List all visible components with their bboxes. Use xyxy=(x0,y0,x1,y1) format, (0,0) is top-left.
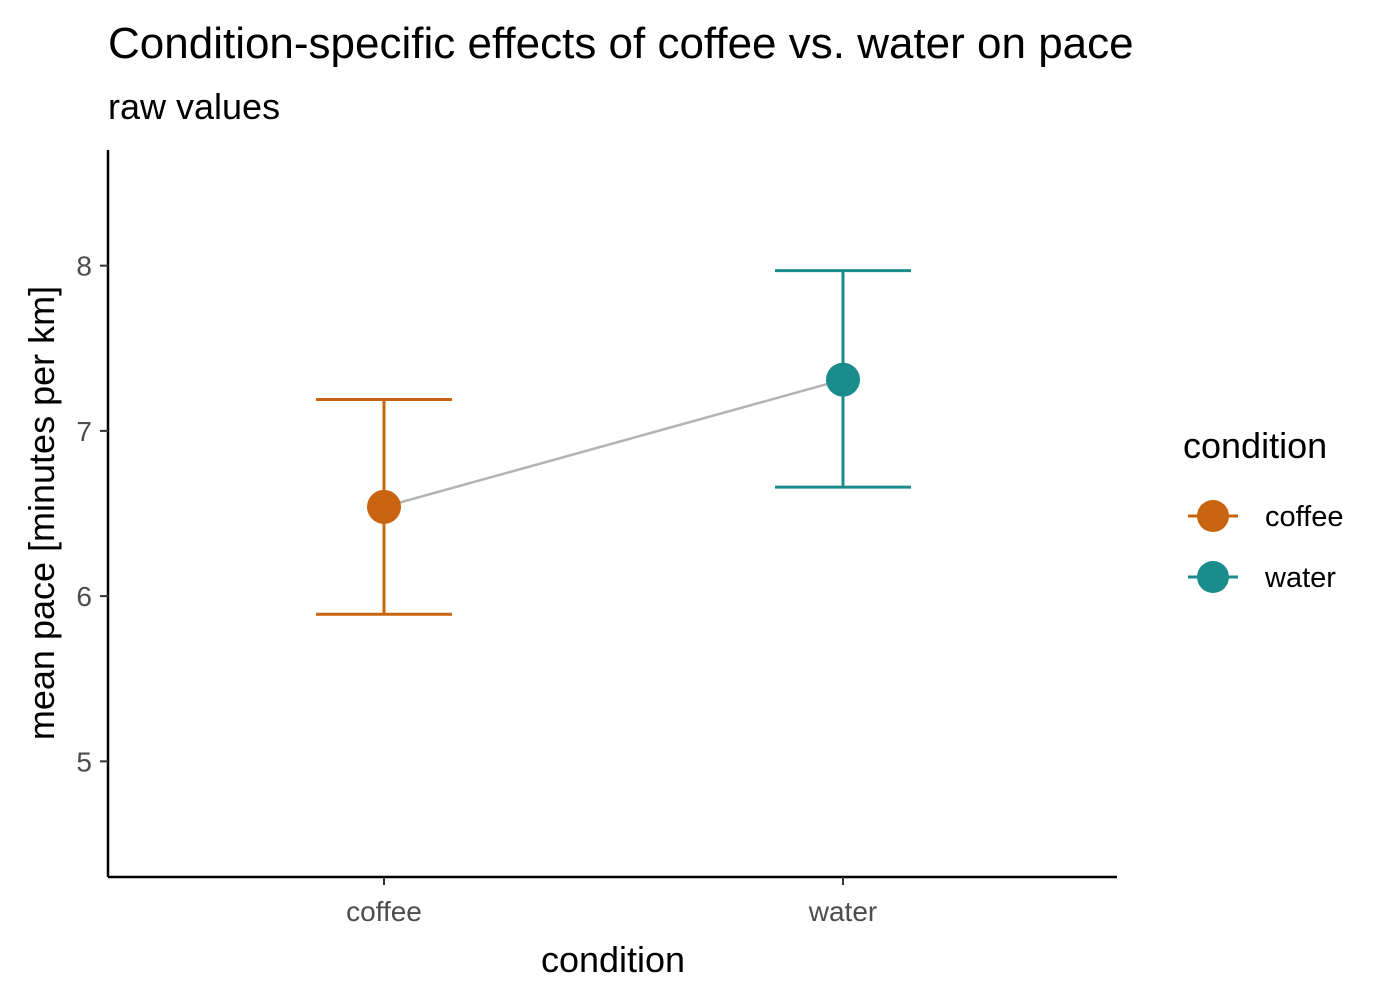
y-tick-label: 5 xyxy=(76,746,92,777)
x-tick-label: coffee xyxy=(346,896,422,927)
legend-item-coffee: coffee xyxy=(1188,500,1343,533)
legend-title: condition xyxy=(1183,425,1327,466)
legend-key-point xyxy=(1197,500,1229,532)
y-tick-label: 7 xyxy=(76,416,92,447)
legend-label: coffee xyxy=(1265,501,1343,533)
y-tick-label: 6 xyxy=(76,581,92,612)
plot-area: 5 6 7 8 coffee water xyxy=(76,150,1117,927)
legend-label: water xyxy=(1264,562,1336,594)
point-water xyxy=(826,362,860,397)
y-axis-title: mean pace [minutes per km] xyxy=(21,286,62,740)
connector-line xyxy=(383,378,844,509)
chart-subtitle: raw values xyxy=(108,86,280,127)
x-tick-label: water xyxy=(808,896,877,927)
legend-key-point xyxy=(1197,561,1229,593)
point-coffee xyxy=(367,489,401,524)
chart-title: Condition-specific effects of coffee vs.… xyxy=(108,19,1134,68)
legend: coffee water xyxy=(1188,500,1343,594)
x-axis-title: condition xyxy=(541,939,685,980)
legend-item-water: water xyxy=(1188,561,1336,594)
y-tick-label: 8 xyxy=(76,251,92,282)
